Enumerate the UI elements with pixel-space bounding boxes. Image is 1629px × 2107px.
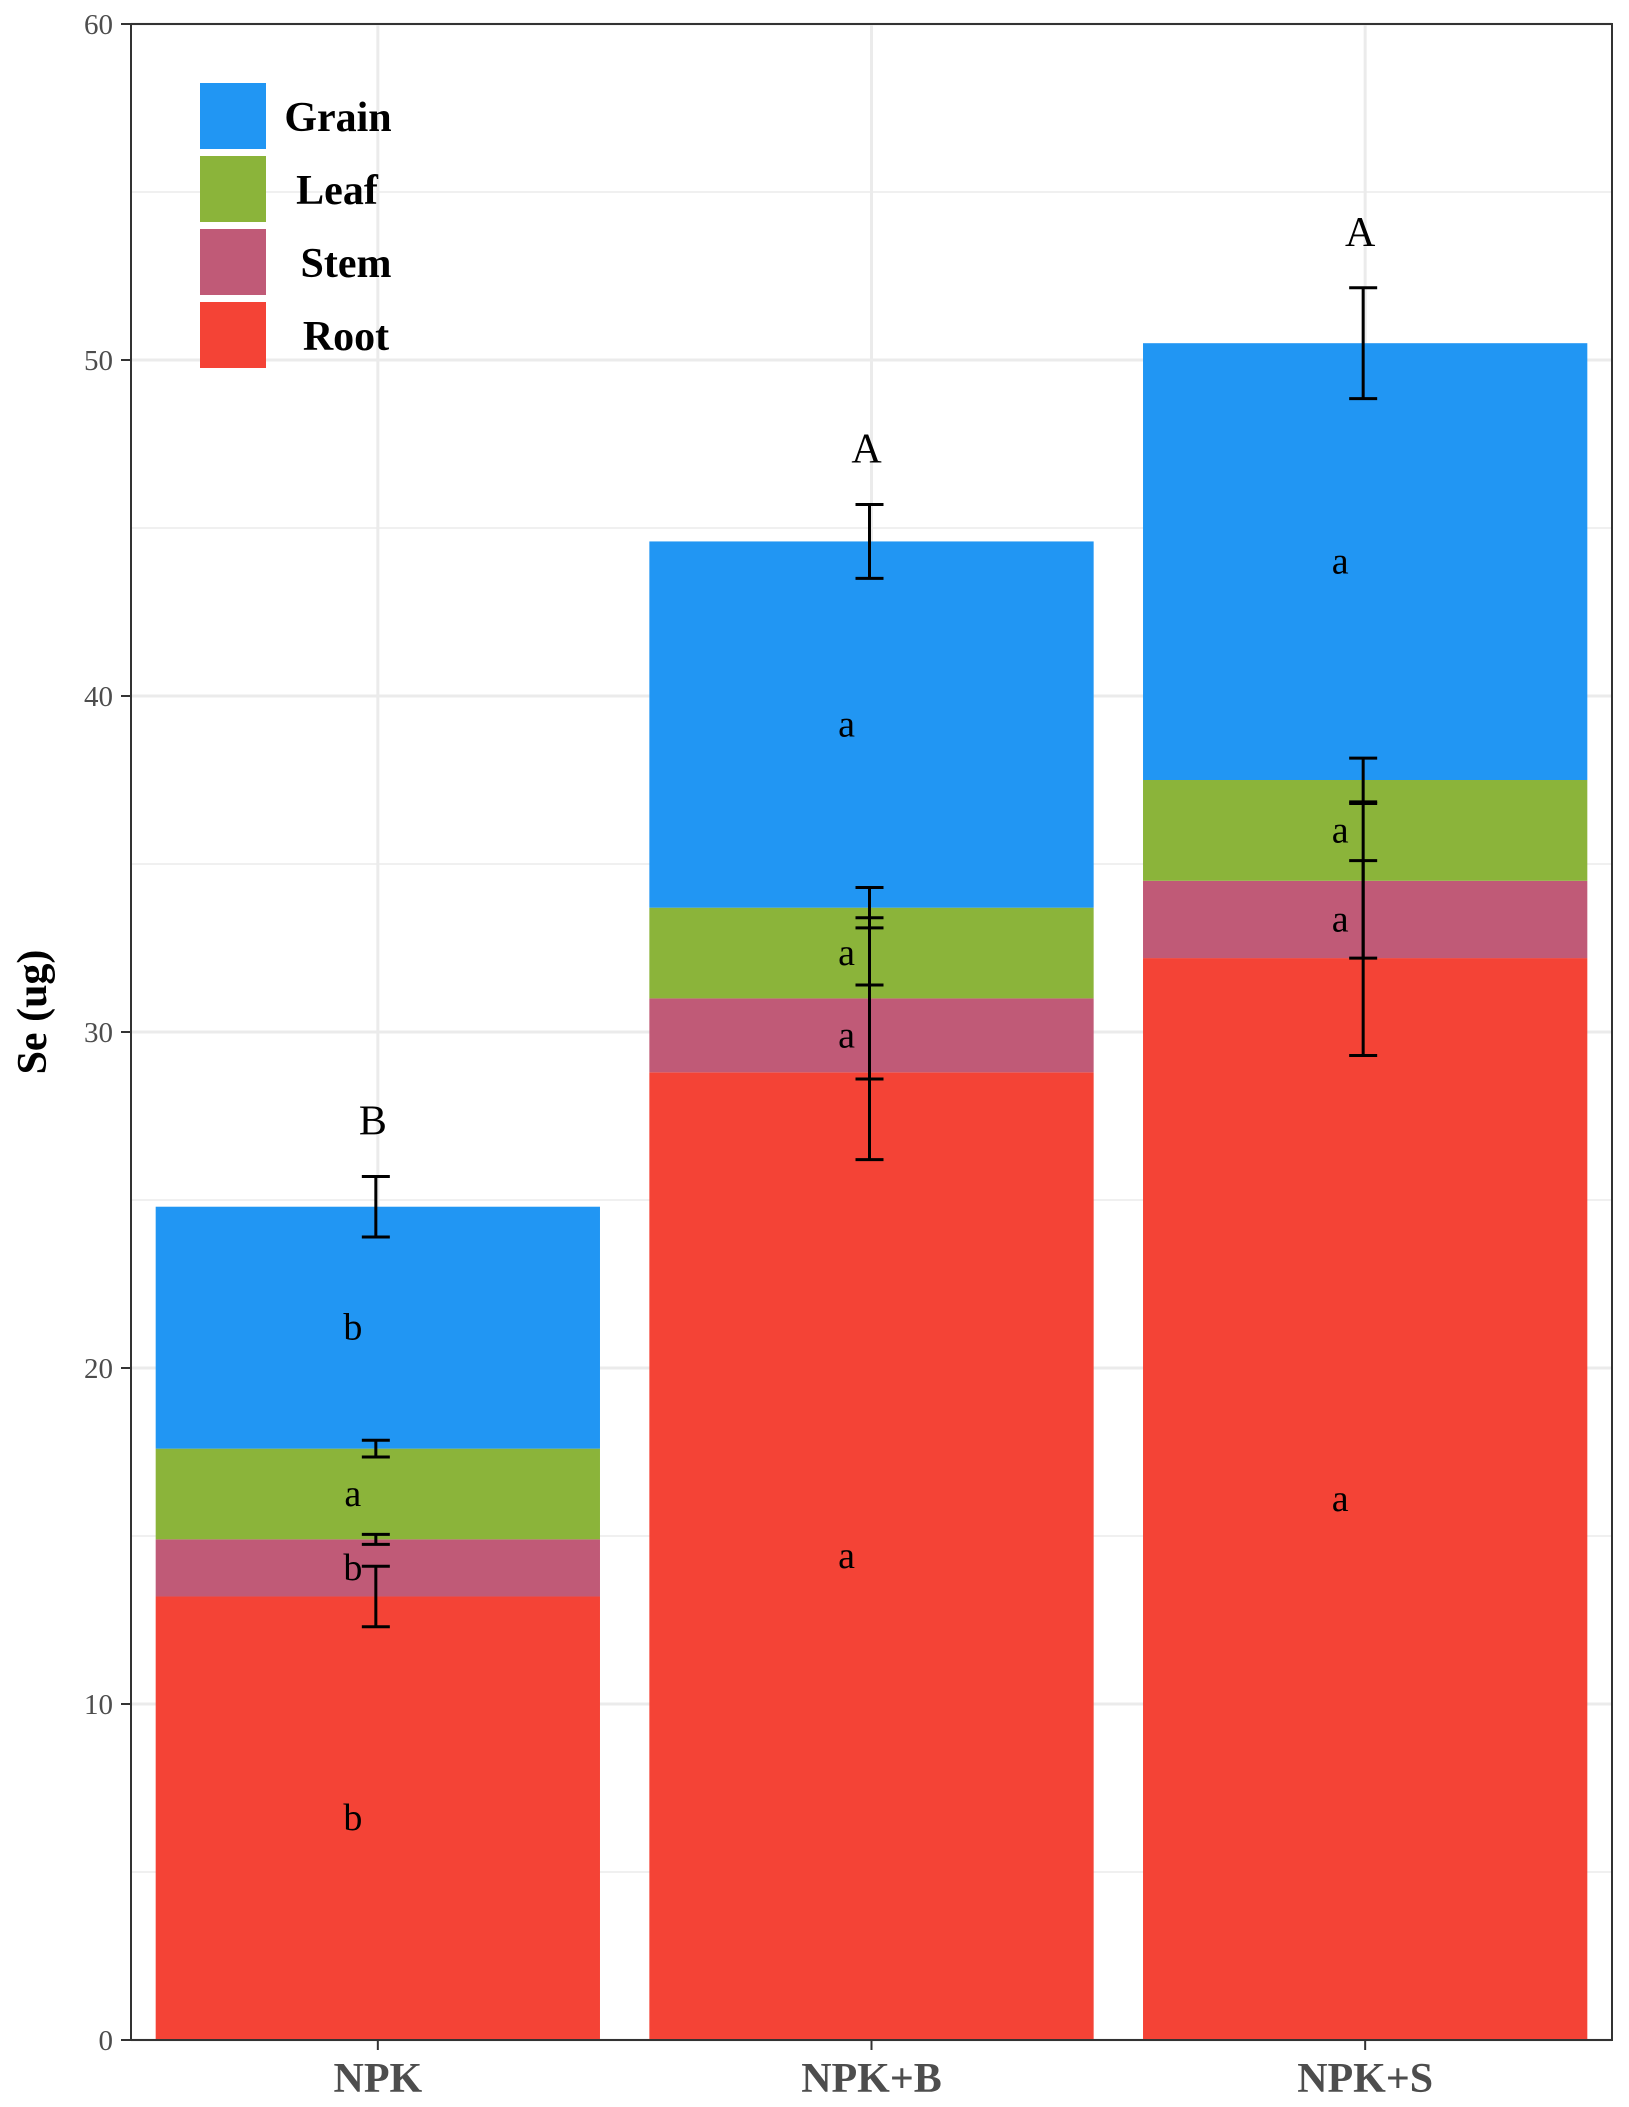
- y-axis-title: Se (ug): [10, 950, 56, 1075]
- bar-root-npk-plus-s: [1143, 958, 1588, 2040]
- x-tick-label: NPK: [334, 2056, 423, 2102]
- segment-letter-root: a: [838, 1535, 855, 1577]
- segment-letter-grain: a: [1332, 541, 1349, 583]
- y-tick-label: 60: [84, 9, 113, 41]
- y-tick-label: 20: [84, 1353, 113, 1385]
- legend-label-leaf: Leaf: [296, 168, 379, 214]
- error-bars: [361, 286, 1378, 1629]
- bar-stem-npk: [155, 1539, 600, 1597]
- y-tick-label: 10: [84, 1689, 113, 1721]
- y-tick-label: 30: [84, 1017, 113, 1049]
- segment-letter-leaf: a: [1332, 809, 1349, 851]
- legend-key-leaf: [200, 156, 266, 222]
- total-letter: A: [851, 426, 882, 472]
- bars: [155, 343, 1588, 2040]
- legend-label-stem: Stem: [301, 241, 392, 287]
- total-letter: A: [1345, 210, 1376, 256]
- bar-grain-npk: [155, 1206, 600, 1449]
- legend: Grain Leaf Stem Root: [200, 83, 392, 368]
- segment-letter-grain: a: [838, 704, 855, 746]
- bar-stem-npk-plus-b: [649, 998, 1094, 1073]
- axes: 0 10 20 30 40 50 60 NPK NPK+B NPK+S: [84, 9, 1433, 2102]
- legend-key-root: [200, 302, 266, 368]
- total-letter: B: [359, 1098, 387, 1144]
- segment-letter-root: b: [343, 1797, 362, 1839]
- bar-root-npk: [155, 1596, 600, 2040]
- segment-letter-stem: a: [838, 1014, 855, 1056]
- segment-letter-stem: a: [1332, 898, 1349, 940]
- bar-leaf-npk: [155, 1448, 600, 1540]
- segment-letter-grain: b: [343, 1307, 362, 1349]
- bar-leaf-npk-plus-s: [1143, 780, 1588, 881]
- bar-grain-npk-plus-b: [649, 541, 1094, 908]
- legend-label-root: Root: [303, 314, 389, 360]
- x-tick-label: NPK+B: [801, 2056, 942, 2102]
- bar-stem-npk-plus-s: [1143, 880, 1588, 959]
- segment-letter-leaf: a: [838, 932, 855, 974]
- legend-key-stem: [200, 229, 266, 295]
- y-tick-label: 0: [99, 2025, 114, 2057]
- bar-root-npk-plus-b: [649, 1072, 1094, 2040]
- legend-label-grain: Grain: [284, 95, 391, 141]
- y-tick-label: 40: [84, 681, 113, 713]
- bar-leaf-npk-plus-b: [649, 907, 1094, 999]
- legend-key-grain: [200, 83, 266, 149]
- segment-letter-stem: b: [343, 1547, 362, 1589]
- x-tick-label: NPK+S: [1297, 2056, 1433, 2102]
- y-tick-label: 50: [84, 345, 113, 377]
- segment-letter-root: a: [1332, 1478, 1349, 1520]
- bar-grain-npk-plus-s: [1143, 343, 1588, 780]
- segment-letter-leaf: a: [344, 1473, 361, 1515]
